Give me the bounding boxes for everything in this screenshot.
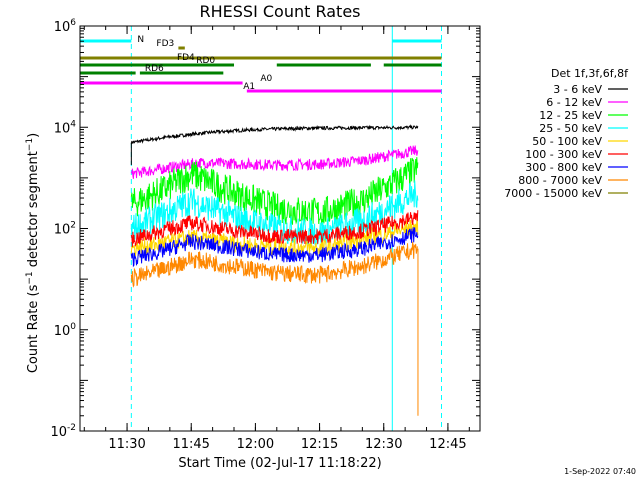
legend-label: 25 - 50 keV	[539, 122, 602, 135]
state-bar-rd0: RD0	[80, 56, 442, 67]
legend-item-8: 7000 - 15000 keV	[504, 187, 628, 200]
legend-label: 100 - 300 keV	[525, 148, 602, 161]
state-bar-label: A1	[243, 82, 255, 92]
state-bar-label: FD3	[156, 39, 174, 49]
legend-item-1: 6 - 12 keV	[546, 96, 628, 109]
x-tick-label: 12:15	[301, 437, 338, 452]
x-tick-label: 12:45	[429, 437, 466, 452]
legend-label: 3 - 6 keV	[553, 83, 602, 96]
legend-item-4: 50 - 100 keV	[532, 135, 628, 148]
state-bar-a0: A0	[80, 74, 273, 85]
state-bar-fd3: FD3	[156, 39, 185, 50]
legend-item-3: 25 - 50 keV	[539, 122, 628, 135]
x-tick-label: 12:30	[365, 437, 402, 452]
x-tick-label: 12:00	[237, 437, 274, 452]
state-bar-label: RD0	[196, 56, 215, 66]
legend-item-2: 12 - 25 keV	[539, 109, 628, 122]
state-bar-a1: A1	[243, 82, 442, 93]
x-tick-label: 11:45	[172, 437, 209, 452]
y-tick-label: 102	[54, 221, 76, 238]
series-line-1	[130, 145, 419, 179]
state-bar-label: FD4	[177, 53, 195, 63]
legend-item-6: 300 - 800 keV	[525, 161, 628, 174]
svg-text:Count Rate (s−1 detector segme: Count Rate (s−1 detector segment−1)	[25, 133, 41, 373]
series-line-0	[130, 124, 419, 145]
footer-timestamp: 1-Sep-2022 07:40	[564, 467, 636, 476]
y-tick-label: 106	[54, 18, 77, 35]
legend-label: 7000 - 15000 keV	[504, 187, 602, 200]
state-bar-label: A0	[260, 74, 272, 84]
y-tick-label: 10-2	[50, 423, 76, 440]
series-line-5	[130, 210, 419, 248]
legend-label: 12 - 25 keV	[539, 109, 602, 122]
series-line-7	[130, 241, 418, 288]
legend-item-5: 100 - 300 keV	[525, 148, 628, 161]
chart-title: RHESSI Count Rates	[200, 2, 361, 21]
plot-frame	[79, 25, 481, 432]
legend-item-7: 800 - 7000 keV	[518, 174, 628, 187]
legend-title: Det 1f,3f,6f,8f	[551, 67, 629, 80]
state-bar-label: RD6	[145, 64, 164, 74]
y-axis-label: Count Rate (s−1 detector segment−1)	[25, 133, 41, 373]
state-bar-label: N	[137, 35, 144, 45]
x-tick-label: 11:30	[108, 437, 145, 452]
legend-item-0: 3 - 6 keV	[553, 83, 628, 96]
y-tick-label: 100	[54, 322, 77, 339]
x-axis-label: Start Time (02-Jul-17 11:18:22)	[178, 456, 381, 471]
legend-label: 300 - 800 keV	[525, 161, 602, 174]
state-bar-n: N	[80, 35, 442, 45]
series-line-6	[130, 227, 419, 268]
legend-label: 50 - 100 keV	[532, 135, 602, 148]
state-bar-rd6: RD6	[80, 64, 224, 75]
legend-label: 6 - 12 keV	[546, 96, 602, 109]
state-bar-fd4: FD4	[80, 53, 442, 63]
y-tick-label: 104	[54, 119, 77, 136]
legend-label: 800 - 7000 keV	[518, 174, 602, 187]
